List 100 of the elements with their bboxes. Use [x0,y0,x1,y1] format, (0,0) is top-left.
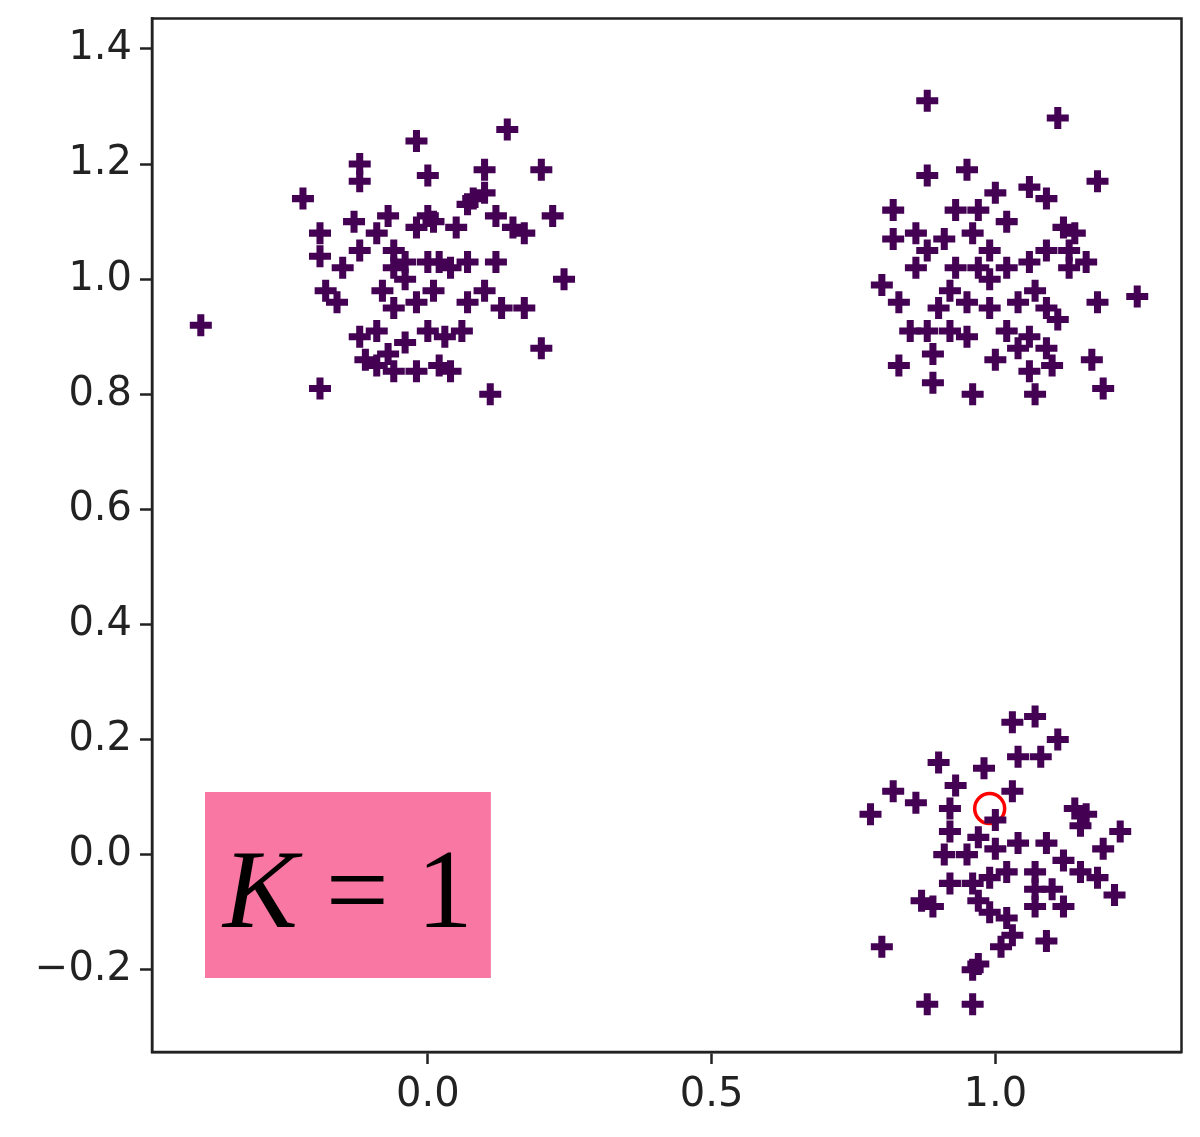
point [1018,250,1041,273]
point [995,860,1018,883]
point [1007,832,1030,855]
y-tick-label: 0.2 [68,712,132,759]
point [916,89,939,112]
point [870,273,893,296]
point [1018,325,1041,348]
point [967,256,990,279]
point [1035,929,1058,952]
point [1092,377,1115,400]
point [1018,360,1041,383]
point [995,319,1018,342]
point [938,872,961,895]
y-tick-label: 0.0 [68,828,132,875]
point [859,803,882,826]
point [927,751,950,774]
point [1075,250,1098,273]
point [1046,107,1069,130]
point [1080,348,1103,371]
point [984,837,1007,860]
point [1046,728,1069,751]
point [1035,832,1058,855]
point [1103,883,1126,906]
point [1041,354,1064,377]
point [1086,170,1109,193]
point [944,774,967,797]
point [967,952,990,975]
point [933,843,956,866]
point [882,199,905,222]
point [870,935,893,958]
point [944,199,967,222]
point [927,296,950,319]
point [921,342,944,365]
point [955,843,978,866]
point [882,227,905,250]
point [938,820,961,843]
point [990,935,1013,958]
point [904,256,927,279]
point [978,901,1001,924]
point [933,227,956,250]
point [899,319,922,342]
point [1086,291,1109,314]
point [978,866,1001,889]
point [955,291,978,314]
point [916,164,939,187]
point [1007,291,1030,314]
y-tick-label: 0.4 [68,597,132,644]
point [887,291,910,314]
point [972,791,1007,826]
point [995,256,1018,279]
point [967,826,990,849]
point [961,383,984,406]
point [1001,924,1024,947]
point [1035,337,1058,360]
point [1007,337,1030,360]
y-tick-label: 0.6 [68,482,132,529]
point [995,906,1018,929]
point [1109,820,1132,843]
point [1024,383,1047,406]
point [1041,878,1064,901]
point [1035,239,1058,262]
point [984,809,1007,832]
point [1035,296,1058,319]
point [882,780,905,803]
point [967,889,990,912]
point [1018,176,1041,199]
y-tick-label: −0.2 [34,943,132,990]
y-tick-label: 0.8 [68,367,132,414]
point [961,222,984,245]
point [916,993,939,1016]
point [1086,866,1109,889]
point [1092,837,1115,860]
point [961,993,984,1016]
x-tick-label: 0.5 [679,1069,744,1116]
point [1024,279,1047,302]
point [955,158,978,181]
annotation: K = 1 [221,827,473,951]
y-tick-label: 1.2 [68,137,132,184]
point [995,210,1018,233]
point [955,325,978,348]
point [1058,239,1081,262]
point [1035,187,1058,210]
point [1052,849,1075,872]
point [978,296,1001,319]
point [1046,308,1069,331]
x-tick-label: 0.0 [396,1069,460,1116]
y-tick-label: 1.0 [68,252,132,299]
point [938,797,961,820]
point [921,371,944,394]
point [973,757,995,780]
point [984,181,1007,204]
point [944,256,967,279]
point [961,872,984,895]
point [978,268,1001,291]
point [978,239,1001,262]
point [1024,705,1047,728]
x-tick-label: 1.0 [963,1069,1028,1116]
point [916,239,939,262]
point [984,348,1007,371]
point [938,319,961,342]
